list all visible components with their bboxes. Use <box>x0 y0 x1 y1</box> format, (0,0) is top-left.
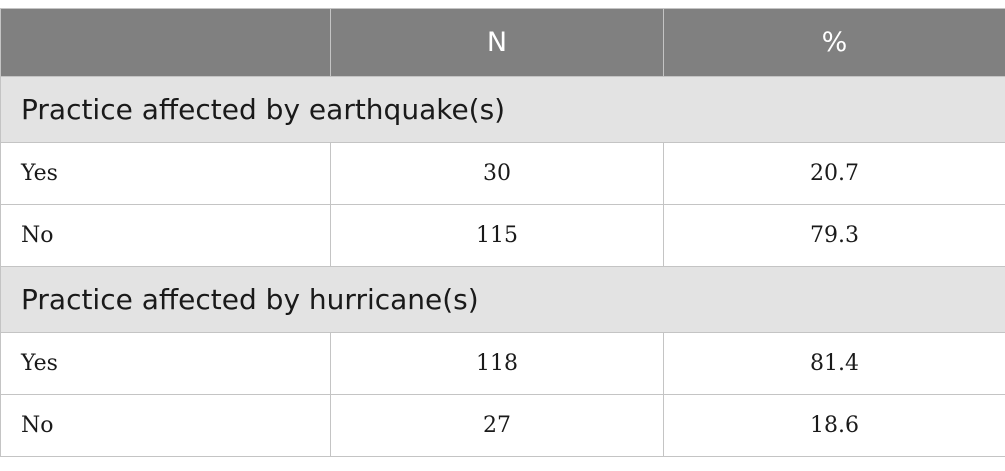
data-row: No 27 18.6 <box>0 394 1005 457</box>
data-row: Yes 118 81.4 <box>0 332 1005 395</box>
header-cell <box>0 8 331 77</box>
section-row: Practice affected by earthquake(s) <box>0 76 1005 143</box>
data-cell: 81.4 <box>663 332 1005 395</box>
data-row: Yes 30 20.7 <box>0 142 1005 205</box>
row-label: Yes <box>0 142 331 205</box>
data-cell: 30 <box>330 142 664 205</box>
data-table: N% Practice affected by earthquake(s) Yes 3… <box>0 8 1005 457</box>
data-cell: 20.7 <box>663 142 1005 205</box>
data-cell: 118 <box>330 332 664 395</box>
data-cell: 18.6 <box>663 394 1005 457</box>
data-row: No 115 79.3 <box>0 204 1005 267</box>
row-label: No <box>0 204 331 267</box>
data-cell: 79.3 <box>663 204 1005 267</box>
header-row: N% <box>0 8 1005 77</box>
header-cell: N <box>330 8 664 77</box>
row-label: No <box>0 394 331 457</box>
section-title: Practice affected by hurricane(s) <box>0 266 1005 333</box>
header-cell: % <box>663 8 1005 77</box>
section-title: Practice affected by earthquake(s) <box>0 76 1005 143</box>
table-body: N% Practice affected by earthquake(s) Yes 3… <box>0 8 1005 457</box>
data-cell: 27 <box>330 394 664 457</box>
row-label: Yes <box>0 332 331 395</box>
section-row: Practice affected by hurricane(s) <box>0 266 1005 333</box>
data-cell: 115 <box>330 204 664 267</box>
